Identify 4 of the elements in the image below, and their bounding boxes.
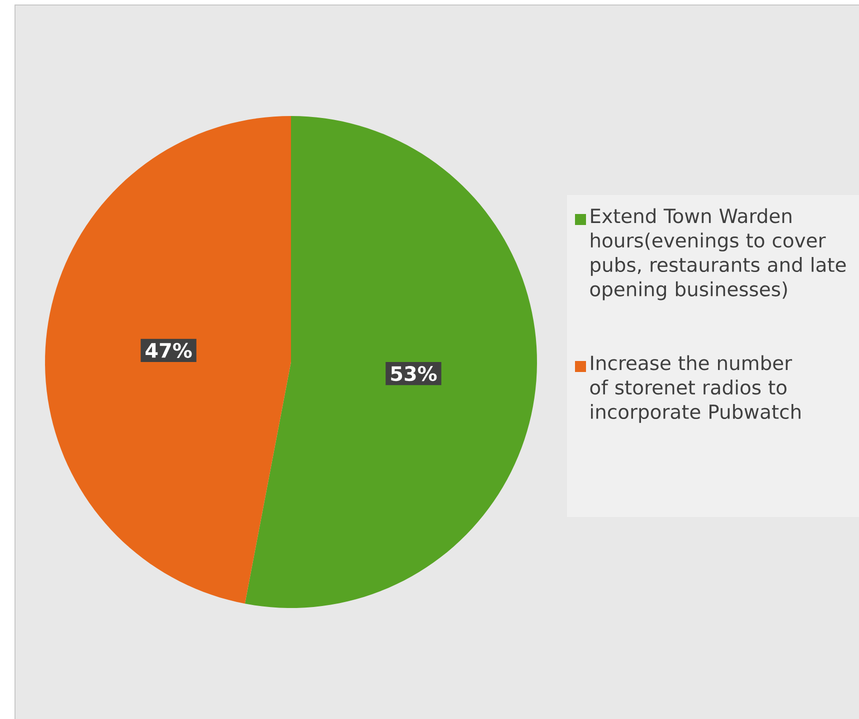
data-label: 47% [146, 342, 192, 358]
data-label: 53% [391, 366, 437, 382]
legend-label: Extend Town Warden hours(evenings to cover pubs, restaurants and late opening businesses) [590, 208, 846, 300]
legend-label: Increase the number of storenet radios to incorporate Pubwatch [590, 355, 800, 423]
